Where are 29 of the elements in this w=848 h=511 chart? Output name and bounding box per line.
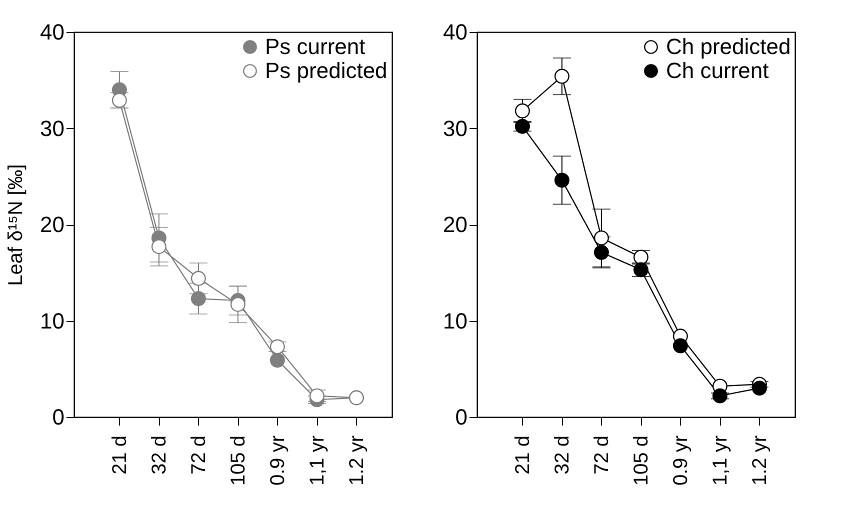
x-tick-label: 0.9 yr bbox=[266, 435, 289, 486]
y-tick-label: 30 bbox=[40, 116, 64, 141]
y-axis-title: Leaf δ¹⁵N [‰] bbox=[5, 164, 28, 286]
y-tick-label: 10 bbox=[40, 308, 64, 334]
x-tick-label: 1,1 yr bbox=[306, 435, 328, 486]
x-tick-label: 105 d bbox=[227, 436, 250, 486]
y-tick-label: 20 bbox=[40, 212, 64, 237]
x-tick-label: 1.2 yr bbox=[748, 435, 771, 486]
legend-label: Ch current bbox=[666, 58, 769, 83]
y-tick-label: 20 bbox=[443, 212, 468, 237]
x-tick-label: 1,1 yr bbox=[709, 435, 732, 486]
x-tick-label: 32 d bbox=[551, 436, 574, 474]
legend-label: Ch predicted bbox=[666, 34, 791, 59]
x-tick-label: 1.2 yr bbox=[346, 435, 368, 486]
y-tick-label: 0 bbox=[455, 404, 468, 430]
y-tick-label: 10 bbox=[443, 308, 468, 334]
x-tick-label: 21 d bbox=[512, 436, 534, 474]
x-tick-label: 72 d bbox=[188, 436, 210, 474]
x-tick-label: 105 d bbox=[630, 436, 652, 486]
x-tick-label: 21 d bbox=[108, 436, 131, 474]
y-tick-label: 40 bbox=[40, 20, 64, 44]
x-tick-label: 72 d bbox=[590, 436, 613, 474]
y-tick-label: 0 bbox=[52, 404, 64, 430]
y-tick-label: 40 bbox=[443, 20, 468, 44]
legend-label: Ps current bbox=[265, 34, 366, 59]
legend-label: Ps predicted bbox=[265, 58, 388, 83]
x-tick-label: 32 d bbox=[148, 436, 170, 474]
y-tick-label: 30 bbox=[443, 116, 468, 141]
x-tick-label: 0.9 yr bbox=[670, 435, 692, 486]
